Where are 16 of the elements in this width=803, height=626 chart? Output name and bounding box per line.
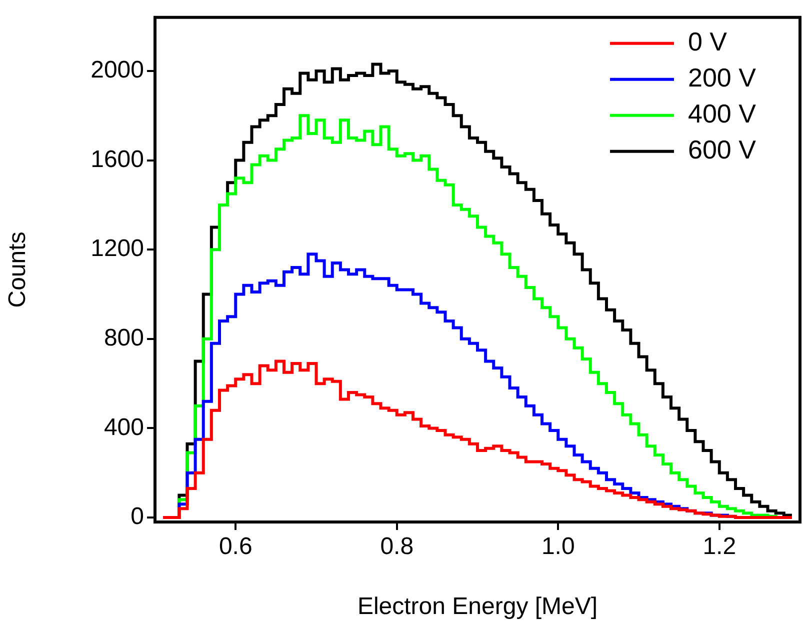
x-tick-label: 0.8 <box>380 533 414 560</box>
x-axis-title: Electron Energy [MeV] <box>357 593 598 620</box>
y-tick-label: 1200 <box>90 235 144 262</box>
y-tick-label: 0 <box>130 503 144 530</box>
y-tick-label: 800 <box>104 324 144 352</box>
legend-label: 200 V <box>688 62 757 93</box>
y-tick-label: 400 <box>104 414 144 441</box>
legend-label: 600 V <box>688 134 757 165</box>
y-tick-label: 2000 <box>90 56 144 84</box>
legend-label: 0 V <box>688 26 728 57</box>
legend-label: 400 V <box>688 98 757 129</box>
y-axis-title: Counts <box>4 232 32 308</box>
x-tick-label: 0.6 <box>218 533 252 560</box>
x-tick-label: 1.0 <box>541 533 575 560</box>
x-tick-label: 1.2 <box>702 533 736 560</box>
y-tick-label: 1600 <box>90 146 144 173</box>
